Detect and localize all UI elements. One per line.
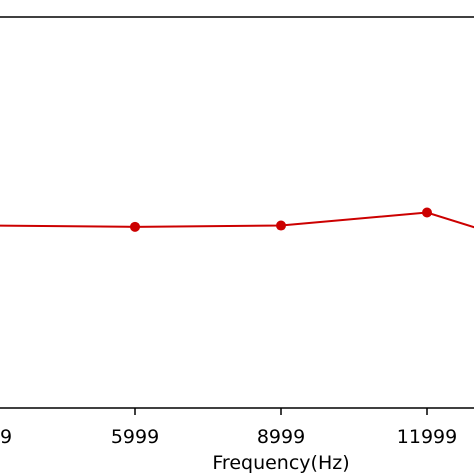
series-group	[0, 207, 474, 232]
x-tick-label: 9	[0, 426, 12, 448]
x-tick-label: 8999	[257, 426, 305, 448]
x-tick-label: 5999	[111, 426, 159, 448]
data-point	[130, 221, 140, 232]
series-line	[0, 211, 474, 229]
data-point	[422, 207, 432, 218]
plot-frame	[0, 16, 474, 409]
x-axis-ticks: 9 5999 8999 11999	[0, 408, 457, 448]
data-point	[276, 220, 286, 231]
x-axis-label: Frequency(Hz)	[212, 452, 349, 474]
x-tick-label: 11999	[397, 426, 457, 448]
